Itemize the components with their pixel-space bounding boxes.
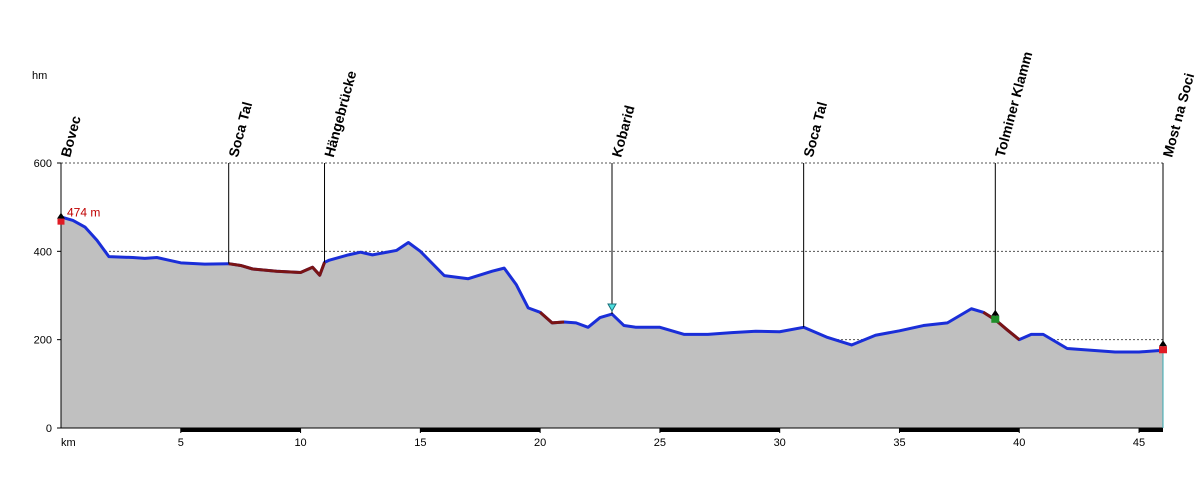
- x-axis-band-5: [659, 428, 780, 432]
- axis-layer: 0 200 400 600 5 10 15 20 25 30 35 40 45: [34, 158, 1164, 449]
- start-elevation-label: 474 m: [67, 206, 100, 220]
- end-marker: [1159, 346, 1167, 354]
- waypoint-label-3: Kobarid: [608, 104, 637, 159]
- y-tick-label-0: 0: [46, 423, 52, 435]
- y-axis-label: hm: [32, 70, 47, 82]
- x-tick-label-40: 40: [1013, 437, 1025, 449]
- climb-segment-1: [539, 311, 565, 325]
- x-tick-label-35: 35: [893, 437, 905, 449]
- start-marker-top: [57, 212, 65, 219]
- x-tick-label-45: 45: [1133, 437, 1145, 449]
- end-marker-top: [1159, 340, 1167, 347]
- y-tick-label-400: 400: [34, 246, 52, 258]
- tolminer-marker: [991, 315, 1000, 323]
- x-axis-label: km: [61, 437, 76, 449]
- waypoint-label-0: Bovec: [57, 114, 83, 159]
- start-marker: [57, 218, 65, 225]
- climb-segment-2: [982, 311, 1021, 341]
- x-tick-label-15: 15: [414, 437, 426, 449]
- x-tick-label-20: 20: [534, 437, 546, 449]
- profile-fill: [61, 216, 1163, 428]
- x-axis-band-7: [899, 428, 1020, 432]
- y-tick-label-600: 600: [34, 158, 52, 170]
- waypoint-label-5: Tolminer Klamm: [992, 50, 1036, 159]
- waypoint-label-1: Soca Tal: [225, 100, 255, 159]
- x-axis-band-9: [1139, 428, 1163, 432]
- x-axis-band-3: [420, 428, 541, 432]
- kobarid-marker: [607, 303, 617, 313]
- tolminer-marker-top: [991, 309, 1000, 316]
- x-axis-band-1: [180, 428, 301, 432]
- climb-segment-0: [228, 261, 326, 277]
- waypoint-label-2: Hängebrücke: [321, 69, 359, 159]
- profile-area-layer: [60, 215, 1164, 428]
- x-tick-label-10: 10: [294, 437, 306, 449]
- waypoint-label-6: Most na Soci: [1159, 71, 1197, 159]
- x-tick-label-25: 25: [654, 437, 666, 449]
- x-tick-label-5: 5: [178, 437, 184, 449]
- y-tick-label-200: 200: [34, 335, 52, 347]
- waypoint-label-4: Soca Tal: [800, 100, 830, 159]
- x-tick-label-30: 30: [774, 437, 786, 449]
